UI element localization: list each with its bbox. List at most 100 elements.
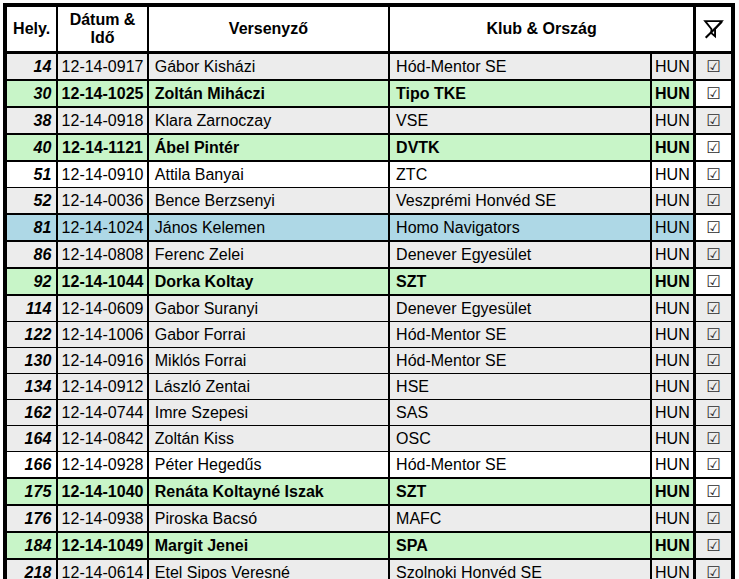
table-row: 130 12-14-0916 Miklós Forrai Hód-Mentor …: [5, 348, 733, 374]
club-cell: Denever Egyesület: [389, 295, 650, 322]
country-cell: HUN: [651, 426, 695, 452]
checkbox-cell[interactable]: ☑: [695, 241, 733, 268]
competitor-cell: Gabor Suranyi: [148, 295, 389, 322]
table-row: 162 12-14-0744 Imre Szepesi SAS HUN ☑: [5, 400, 733, 426]
place-cell: 218: [5, 559, 57, 579]
checkbox-cell[interactable]: ☑: [695, 559, 733, 579]
country-cell: HUN: [651, 53, 695, 81]
place-cell: 175: [5, 478, 57, 505]
checked-checkbox-icon[interactable]: ☑: [706, 509, 720, 528]
datetime-cell: 12-14-1006: [57, 322, 147, 348]
checkbox-cell[interactable]: ☑: [695, 426, 733, 452]
club-cell: Tipo TKE: [389, 80, 650, 107]
club-cell: MAFC: [389, 505, 650, 532]
checked-checkbox-icon[interactable]: ☑: [706, 563, 720, 579]
club-cell: Szolnoki Honvéd SE: [389, 559, 650, 579]
header-row: Hely. Dátum & Idő Versenyző Klub & Orszá…: [5, 5, 733, 53]
checkbox-cell[interactable]: ☑: [695, 348, 733, 374]
datetime-cell: 12-14-0609: [57, 295, 147, 322]
checkbox-cell[interactable]: ☑: [695, 188, 733, 215]
place-cell: 114: [5, 295, 57, 322]
checkbox-cell[interactable]: ☑: [695, 80, 733, 107]
checked-checkbox-icon[interactable]: ☑: [706, 111, 720, 130]
datetime-cell: 12-14-0842: [57, 426, 147, 452]
place-cell: 176: [5, 505, 57, 532]
table-row: 184 12-14-1049 Margit Jenei SPA HUN ☑: [5, 532, 733, 559]
datetime-cell: 12-14-1024: [57, 214, 147, 241]
checkbox-cell[interactable]: ☑: [695, 505, 733, 532]
checked-checkbox-icon[interactable]: ☑: [706, 165, 720, 184]
checkbox-cell[interactable]: ☑: [695, 478, 733, 505]
filter-off-icon[interactable]: [701, 17, 726, 42]
checkbox-cell[interactable]: ☑: [695, 161, 733, 188]
checked-checkbox-icon[interactable]: ☑: [706, 325, 720, 344]
checked-checkbox-icon[interactable]: ☑: [706, 57, 720, 76]
competitor-cell: Piroska Bacsó: [148, 505, 389, 532]
country-cell: HUN: [651, 295, 695, 322]
checked-checkbox-icon[interactable]: ☑: [706, 84, 720, 103]
country-cell: HUN: [651, 400, 695, 426]
column-header-competitor: Versenyző: [148, 5, 389, 53]
checked-checkbox-icon[interactable]: ☑: [706, 218, 720, 237]
checked-checkbox-icon[interactable]: ☑: [706, 482, 720, 501]
club-cell: Hód-Mentor SE: [389, 322, 650, 348]
table-row: 175 12-14-1040 Renáta Koltayné Iszak SZT…: [5, 478, 733, 505]
datetime-cell: 12-14-1025: [57, 80, 147, 107]
country-cell: HUN: [651, 241, 695, 268]
checkbox-cell[interactable]: ☑: [695, 374, 733, 400]
club-cell: DVTK: [389, 134, 650, 161]
club-cell: Hód-Mentor SE: [389, 53, 650, 81]
checked-checkbox-icon[interactable]: ☑: [706, 455, 720, 474]
column-header-place: Hely.: [5, 5, 57, 53]
country-cell: HUN: [651, 80, 695, 107]
results-table-header: Hely. Dátum & Idő Versenyző Klub & Orszá…: [5, 5, 733, 53]
filter-column-header[interactable]: [695, 5, 733, 53]
country-cell: HUN: [651, 505, 695, 532]
checked-checkbox-icon[interactable]: ☑: [706, 191, 720, 210]
checkbox-cell[interactable]: ☑: [695, 452, 733, 479]
checked-checkbox-icon[interactable]: ☑: [706, 377, 720, 396]
checkbox-cell[interactable]: ☑: [695, 53, 733, 81]
table-row: 51 12-14-0910 Attila Banyai ZTC HUN ☑: [5, 161, 733, 188]
datetime-cell: 12-14-0614: [57, 559, 147, 579]
checkbox-cell[interactable]: ☑: [695, 214, 733, 241]
checked-checkbox-icon[interactable]: ☑: [706, 272, 720, 291]
checked-checkbox-icon[interactable]: ☑: [706, 299, 720, 318]
checkbox-cell[interactable]: ☑: [695, 400, 733, 426]
club-cell: SZT: [389, 478, 650, 505]
competitor-cell: Ábel Pintér: [148, 134, 389, 161]
checkbox-cell[interactable]: ☑: [695, 134, 733, 161]
table-row: 122 12-14-1006 Gabor Forrai Hód-Mentor S…: [5, 322, 733, 348]
competitor-cell: Péter Hegedűs: [148, 452, 389, 479]
checked-checkbox-icon[interactable]: ☑: [706, 138, 720, 157]
country-cell: HUN: [651, 478, 695, 505]
checked-checkbox-icon[interactable]: ☑: [706, 536, 720, 555]
place-cell: 14: [5, 53, 57, 81]
place-cell: 164: [5, 426, 57, 452]
results-table: Hely. Dátum & Idő Versenyző Klub & Orszá…: [3, 3, 735, 579]
datetime-cell: 12-14-0910: [57, 161, 147, 188]
checkbox-cell[interactable]: ☑: [695, 268, 733, 295]
table-row: 166 12-14-0928 Péter Hegedűs Hód-Mentor …: [5, 452, 733, 479]
table-row: 30 12-14-1025 Zoltán Miháczi Tipo TKE HU…: [5, 80, 733, 107]
country-cell: HUN: [651, 214, 695, 241]
datetime-cell: 12-14-0928: [57, 452, 147, 479]
datetime-cell: 12-14-0744: [57, 400, 147, 426]
checked-checkbox-icon[interactable]: ☑: [706, 351, 720, 370]
checked-checkbox-icon[interactable]: ☑: [706, 429, 720, 448]
place-cell: 122: [5, 322, 57, 348]
checkbox-cell[interactable]: ☑: [695, 322, 733, 348]
checkbox-cell[interactable]: ☑: [695, 532, 733, 559]
results-table-body: 14 12-14-0917 Gábor Kisházi Hód-Mentor S…: [5, 53, 733, 579]
checkbox-cell[interactable]: ☑: [695, 295, 733, 322]
table-row: 38 12-14-0918 Klara Zarnoczay VSE HUN ☑: [5, 107, 733, 134]
checked-checkbox-icon[interactable]: ☑: [706, 245, 720, 264]
checked-checkbox-icon[interactable]: ☑: [706, 403, 720, 422]
checkbox-cell[interactable]: ☑: [695, 107, 733, 134]
table-row: 52 12-14-0036 Bence Berzsenyi Veszprémi …: [5, 188, 733, 215]
datetime-cell: 12-14-0808: [57, 241, 147, 268]
place-cell: 51: [5, 161, 57, 188]
table-row: 14 12-14-0917 Gábor Kisházi Hód-Mentor S…: [5, 53, 733, 81]
place-cell: 30: [5, 80, 57, 107]
table-row: 218 12-14-0614 Etel Sipos Veresné Szolno…: [5, 559, 733, 579]
